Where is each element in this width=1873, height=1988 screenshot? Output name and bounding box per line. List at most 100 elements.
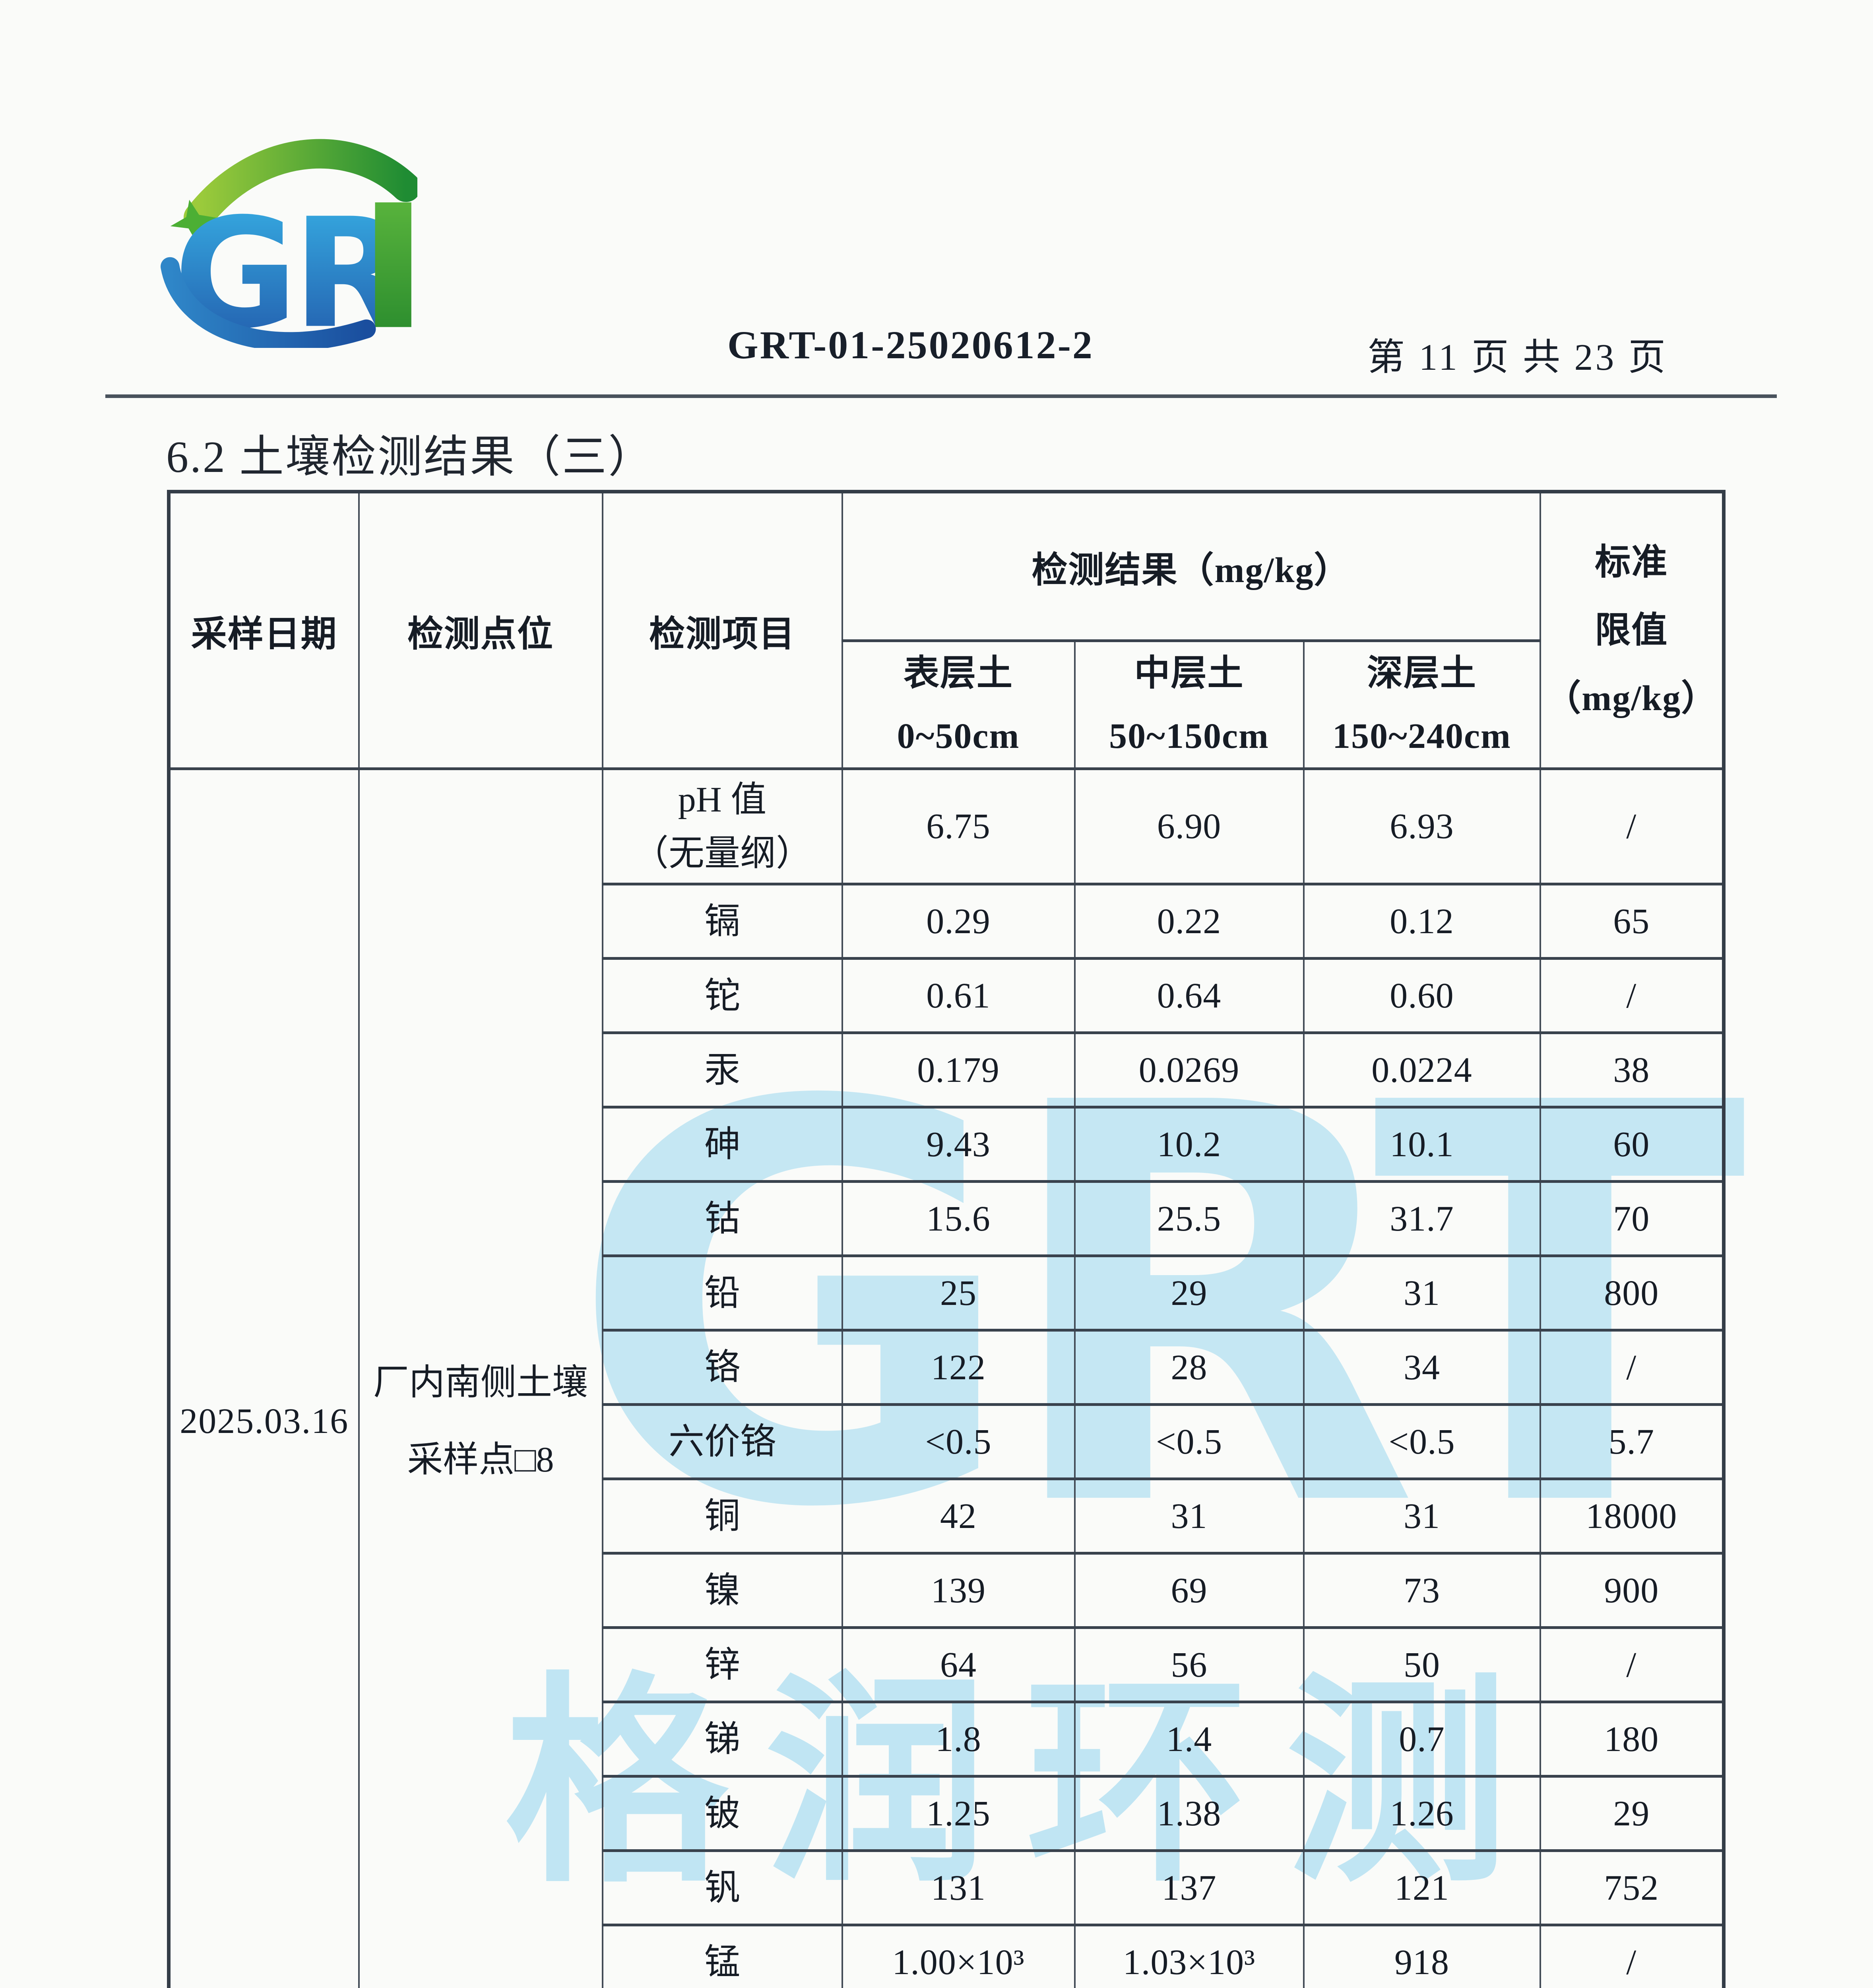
deep-value: 10.1 [1303, 1106, 1541, 1183]
deep-value: 1.26 [1303, 1775, 1541, 1852]
analyte-name: 锑 [601, 1701, 843, 1778]
logo-t-stem [375, 202, 411, 327]
limit-value: / [1539, 767, 1725, 885]
middle-value: 69 [1074, 1552, 1305, 1629]
analyte-name: 镉 [601, 883, 843, 960]
table-row: 锰 1.00×10³ 1.03×10³ 918/ [169, 1924, 1725, 1988]
deep-value: 918 [1303, 1924, 1541, 1988]
col-header-surface-layer: 表层土 0~50cm [841, 639, 1076, 770]
analyte-name: 铜 [601, 1477, 843, 1555]
deep-value: <0.5 [1303, 1403, 1541, 1480]
surface-value: 0.61 [841, 957, 1076, 1034]
limit-value: 5.7 [1539, 1403, 1725, 1480]
surface-value: 0.29 [841, 883, 1076, 960]
table-row: 镍 139 69 73 900 [169, 1552, 1725, 1629]
sample-point-cell: 厂内南侧土壤采样点□8 [358, 767, 603, 1988]
deep-value: 0.7 [1303, 1701, 1541, 1778]
surface-value: 122 [841, 1329, 1076, 1406]
table-row: 镉 0.29 0.22 0.12 65 [169, 883, 1725, 960]
sample-date-cell: 2025.03.16 [168, 767, 360, 1988]
limit-value: 800 [1539, 1254, 1725, 1332]
middle-value: 56 [1074, 1626, 1305, 1703]
table-row: 锌 64 56 50/ [169, 1626, 1725, 1703]
limit-value: 70 [1539, 1180, 1725, 1257]
section-title: 6.2 土壤检测结果（三） [166, 433, 654, 482]
surface-value: 1.8 [841, 1701, 1076, 1778]
table-row: 砷 9.43 10.2 10.1 60 [169, 1106, 1725, 1183]
deep-value: 50 [1303, 1626, 1541, 1703]
analyte-name: 钒 [601, 1849, 843, 1926]
surface-value: 9.43 [841, 1106, 1076, 1183]
surface-value: 1.25 [841, 1775, 1076, 1852]
limit-value: 180 [1539, 1701, 1725, 1778]
limit-value: 752 [1539, 1849, 1725, 1926]
table-row: 铅 25 29 31 800 [169, 1254, 1725, 1332]
middle-value: 0.64 [1074, 957, 1305, 1034]
middle-value: 10.2 [1074, 1106, 1305, 1183]
deep-value: 31.7 [1303, 1180, 1541, 1257]
col-header-result-group: 检测结果（mg/kg） [841, 490, 1541, 642]
col-header-sample-point: 检测点位 [358, 490, 603, 770]
surface-value: 139 [841, 1552, 1076, 1629]
limit-value: 900 [1539, 1552, 1725, 1629]
analyte-name: 锰 [601, 1924, 843, 1988]
col-header-sample-date: 采样日期 [168, 490, 360, 770]
table-body: 2025.03.16 厂内南侧土壤采样点□8 pH 值 （无量纲） 6.75 6.90 6… [168, 767, 1725, 1988]
analyte-name: 六价铬 [601, 1403, 843, 1480]
limit-value: / [1539, 1924, 1725, 1988]
table-row: 汞 0.179 0.0269 0.0224 38 [169, 1031, 1725, 1109]
table-header-row-2: 表层土 0~50cm 中层土 50~150cm 深层土 150~240cm [169, 639, 1724, 770]
limit-value: 18000 [1539, 1477, 1725, 1555]
surface-value: 6.75 [841, 767, 1076, 885]
middle-value: 137 [1074, 1849, 1305, 1926]
deep-value: 121 [1303, 1849, 1541, 1926]
table-row: 铊 0.61 0.64 0.60/ [169, 957, 1725, 1034]
analyte-name: 铊 [601, 957, 843, 1034]
table-row: 铬 122 28 34/ [169, 1329, 1725, 1406]
deep-value: 31 [1303, 1477, 1541, 1555]
surface-value: 25 [841, 1254, 1076, 1332]
limit-value: / [1539, 1329, 1725, 1406]
middle-value: 1.38 [1074, 1775, 1305, 1852]
middle-value: 0.0269 [1074, 1031, 1305, 1109]
surface-value: 15.6 [841, 1180, 1076, 1257]
deep-value: 6.93 [1303, 767, 1541, 885]
table-row: 钒 131 137 121 752 [169, 1849, 1725, 1926]
middle-value: 6.90 [1074, 767, 1305, 885]
analyte-name: 锌 [601, 1626, 843, 1703]
col-header-middle-layer: 中层土 50~150cm [1074, 639, 1305, 770]
middle-value: 29 [1074, 1254, 1305, 1332]
middle-value: <0.5 [1074, 1403, 1305, 1480]
table-row: 钴 15.6 25.5 31.7 70 [169, 1180, 1725, 1257]
limit-value: / [1539, 1626, 1725, 1703]
surface-value: 0.179 [841, 1031, 1076, 1109]
analyte-name: 铅 [601, 1254, 843, 1332]
limit-value: 29 [1539, 1775, 1725, 1852]
middle-value: 1.4 [1074, 1701, 1305, 1778]
page-number: 第 11 页 共 23 页 [1367, 337, 1668, 378]
limit-value: 60 [1539, 1106, 1725, 1183]
surface-value: <0.5 [841, 1403, 1076, 1480]
surface-value: 64 [841, 1626, 1076, 1703]
limit-value: / [1539, 957, 1725, 1034]
col-header-limit: 标准 限值 （mg/kg） [1539, 490, 1725, 770]
table-row: 铍 1.25 1.38 1.26 29 [169, 1775, 1725, 1852]
surface-value: 1.00×10³ [841, 1924, 1076, 1988]
analyte-name: 汞 [601, 1031, 843, 1109]
middle-value: 25.5 [1074, 1180, 1305, 1257]
logo-blue-swoosh [161, 257, 376, 351]
header-divider [105, 394, 1777, 398]
limit-value: 38 [1539, 1031, 1725, 1109]
deep-value: 34 [1303, 1329, 1541, 1406]
col-header-deep-layer: 深层土 150~240cm [1303, 639, 1541, 770]
logo-green-arc [183, 139, 421, 233]
middle-value: 0.22 [1074, 883, 1305, 960]
middle-value: 31 [1074, 1477, 1305, 1555]
table-header-row-1: 采样日期 检测点位 检测项目 检测结果（mg/kg） 标准 限值 （mg/kg） [168, 490, 1725, 770]
col-header-item: 检测项目 [601, 490, 843, 770]
table-row: 锑 1.8 1.4 0.7 180 [169, 1701, 1725, 1778]
deep-value: 73 [1303, 1552, 1541, 1629]
analyte-name: 钴 [601, 1180, 843, 1257]
surface-value: 42 [841, 1477, 1076, 1555]
